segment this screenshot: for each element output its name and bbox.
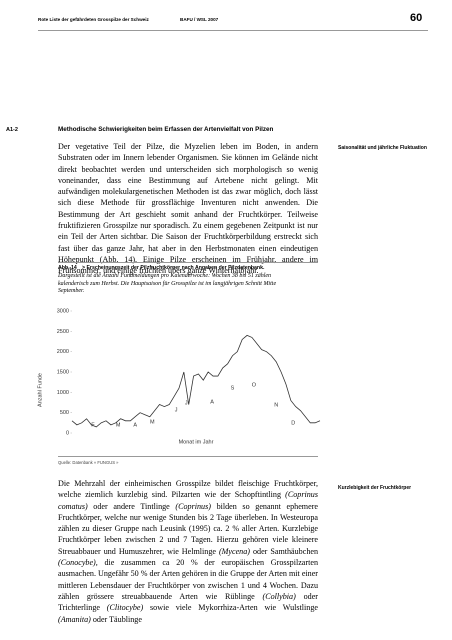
text-run: (Collybia) [262, 591, 296, 601]
x-tick-label: A [133, 422, 137, 428]
page-number: 60 [410, 12, 423, 24]
x-tick-label: J [175, 407, 178, 413]
data-line [71, 334, 321, 428]
y-tick-label: 2000 [57, 349, 69, 355]
x-tick-label: J [185, 400, 188, 406]
text-run: Die Mehrzahl der einheimischen Grosspilz… [58, 479, 318, 500]
figure-title: > Erscheinungszeit der Pilzfruchtkörper … [82, 265, 265, 271]
y-tick-label: 2500 [57, 329, 69, 335]
x-tick-label: M [116, 422, 121, 428]
text-run: (Clitocybe) [106, 603, 144, 613]
y-axis-label: Anzahl Funde [37, 373, 43, 407]
text-run: (Mycena) [218, 546, 250, 556]
y-tick-label: 1000 [57, 390, 69, 396]
x-tick-label: D [291, 420, 295, 426]
text-run: (Coprinus) [175, 501, 211, 511]
paragraph: Der vegetative Teil der Pilze, die Myzel… [58, 142, 318, 276]
header-left: Rote Liste der gefährdeten Grosspilze de… [38, 17, 149, 22]
figure-rule [58, 262, 318, 263]
x-tick-label: N [274, 402, 278, 408]
section-number: A1-2 [6, 127, 18, 133]
text-run: oder Täublinge [90, 614, 142, 624]
text-run: oder andere Tintlinge [87, 501, 176, 511]
text-run: (Coprinus comatus) [58, 490, 318, 511]
text-run: (Amanita) [58, 614, 91, 624]
text-run: sowie viele Mykorrhiza-Arten wie Wulstli… [143, 603, 318, 613]
header-rule [38, 30, 428, 31]
header-center: BAFU / WSL 2007 [180, 17, 219, 22]
text-run: oder Samthäubchen [249, 546, 319, 556]
section-title: Methodische Schwierigkeiten beim Erfasse… [58, 126, 274, 133]
y-tick-label: 1500 [57, 369, 69, 375]
x-tick-label: O [252, 382, 257, 388]
text-run: oder Trichterlinge [58, 591, 318, 613]
margin-note: Saisonalität und jährliche Fluktuation [338, 145, 427, 151]
x-tick-label: A [210, 399, 214, 405]
text-run: (Conocybe), [58, 558, 98, 568]
text-run: bilden so genannt ephemere Fruchtkörper,… [58, 501, 318, 556]
figure-caption: Dargestellt ist die Anzahl Fundmeldungen… [58, 273, 277, 295]
figure-rule [58, 456, 318, 457]
margin-note: Kurzlebigkeit der Fruchtkörper [338, 485, 412, 491]
figure-label: Abb. 14 [58, 265, 77, 271]
y-tick-label: 3000 [57, 308, 69, 314]
x-tick-label: S [231, 385, 235, 391]
paragraph: Die Mehrzahl der einheimischen Grosspilz… [58, 478, 318, 625]
figure-source: Quelle: Datenbank « FUNGUS » [58, 460, 119, 465]
x-axis-label: Monat im Jahr [179, 439, 214, 445]
y-tick-label: 500 [60, 410, 69, 416]
text-run: die zusammen ca 20 % der europäischen Gr… [58, 558, 318, 601]
y-tick-label: 0 [66, 430, 69, 436]
x-tick-label: M [150, 419, 155, 425]
